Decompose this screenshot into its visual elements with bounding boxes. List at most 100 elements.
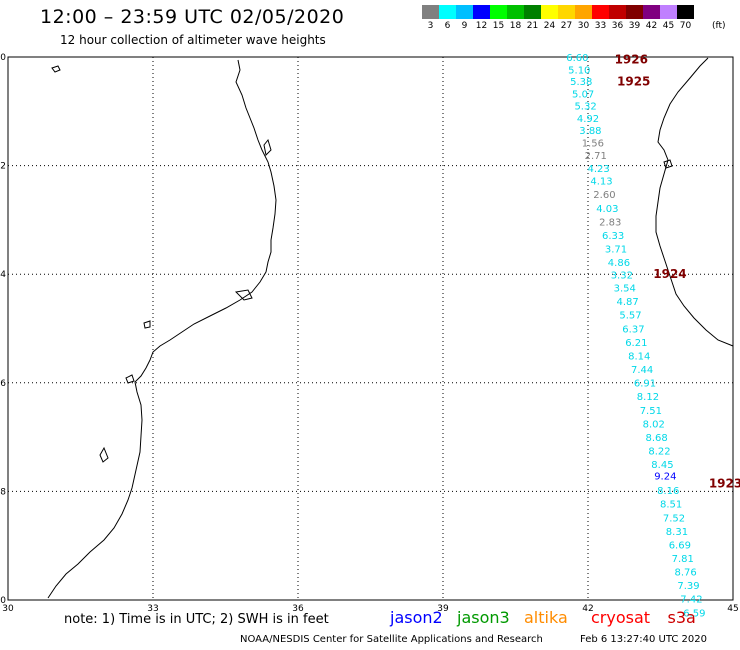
scale-label: 30 (577, 21, 590, 31)
scale-swatch (490, 5, 507, 19)
scale-swatch (473, 5, 490, 19)
scale-swatch (524, 5, 541, 19)
credit-text: NOAA/NESDIS Center for Satellite Applica… (240, 634, 543, 645)
scale-swatch (575, 5, 592, 19)
lon-label: 33 (147, 604, 158, 614)
page-title: 12:00 – 23:59 UTC 02/05/2020 (40, 6, 345, 28)
color-scale-labels: 3 6 9 12 15 18 21 24 27 30 33 36 39 42 45 70 (422, 21, 694, 31)
wave-height-reading: 8.02 (643, 419, 665, 430)
scale-swatch (592, 5, 609, 19)
scale-label: 24 (543, 21, 556, 31)
scale-label: 21 (526, 21, 539, 31)
wave-height-reading: 7.51 (640, 406, 662, 417)
wave-height-reading: 7.42 (680, 595, 702, 606)
wave-height-reading: 8.68 (646, 433, 668, 444)
lon-label: 36 (292, 604, 304, 614)
wave-height-reading: 5.57 (619, 311, 641, 322)
wave-height-reading: 3.71 (605, 244, 627, 255)
scale-swatch (507, 5, 524, 19)
island-outline (143, 320, 151, 329)
wave-height-reading: 8.31 (666, 527, 688, 538)
map-frame (7, 56, 734, 601)
generated-timestamp: Feb 6 13:27:40 UTC 2020 (580, 634, 707, 645)
footer-note: note: 1) Time is in UTC; 2) SWH is in fe… (64, 612, 329, 627)
wave-height-reading: 6.33 (602, 231, 624, 242)
scale-label: 3 (427, 21, 434, 31)
wave-height-reading: 2.60 (593, 190, 615, 201)
wave-height-reading: 5.32 (574, 102, 596, 113)
scale-swatch (541, 5, 558, 19)
lat-label: -26 (0, 379, 6, 389)
scale-swatch (422, 5, 439, 19)
wave-height-reading: 4.87 (617, 297, 639, 308)
wave-height-reading: 3.54 (614, 284, 636, 295)
page-subtitle: 12 hour collection of altimeter wave hei… (60, 33, 326, 47)
color-scale-unit: (ft) (712, 21, 726, 31)
lat-label: -22 (0, 162, 6, 172)
scale-swatch (677, 5, 694, 19)
wave-height-reading: 7.81 (672, 554, 694, 565)
island-outline (663, 159, 673, 169)
pass-id-label: 1926 (615, 53, 648, 67)
wave-height-reading: 8.76 (675, 568, 697, 579)
wave-height-reading: 8.14 (628, 351, 650, 362)
africa-coastline (47, 59, 277, 599)
wave-height-reading: 5.38 (570, 77, 592, 88)
wave-height-reading: 4.86 (608, 258, 630, 269)
wave-height-reading: 1.56 (582, 139, 604, 150)
scale-label: 12 (475, 21, 488, 31)
wave-height-reading: 4.13 (590, 177, 612, 188)
scale-label: 70 (679, 21, 692, 31)
color-scale (422, 5, 694, 19)
island-outline (99, 446, 109, 463)
scale-label: 42 (645, 21, 658, 31)
legend-item-jason2: jason2 (390, 608, 443, 627)
island-outline (263, 138, 272, 157)
wave-height-reading: 8.45 (651, 460, 673, 471)
wave-height-reading: 5.07 (572, 90, 594, 101)
lon-label: 39 (437, 604, 449, 614)
scale-swatch (609, 5, 626, 19)
island-outline (125, 374, 135, 384)
wave-height-reading: 4.03 (596, 204, 618, 215)
lon-label: 45 (727, 604, 738, 614)
lat-label: -30 (0, 596, 6, 606)
legend-item-cryosat: cryosat (591, 608, 651, 627)
island-outline (51, 65, 61, 73)
wave-height-reading: 9.24 (654, 471, 676, 482)
scale-label: 9 (461, 21, 468, 31)
lon-label: 30 (2, 604, 14, 614)
scale-swatch (558, 5, 575, 19)
lat-label: -28 (0, 487, 6, 497)
scale-label: 6 (444, 21, 451, 31)
scale-swatch (643, 5, 660, 19)
wave-height-reading: 2.83 (599, 217, 621, 228)
scale-label: 36 (611, 21, 624, 31)
pass-id-label: 1924 (653, 267, 686, 281)
wave-height-reading: 7.44 (631, 365, 653, 376)
wave-height-reading: 6.21 (625, 338, 647, 349)
pass-id-label: 1923 (709, 476, 740, 490)
wave-height-reading: 7.39 (677, 581, 699, 592)
scale-label: 45 (662, 21, 675, 31)
legend-item-s3a: s3a (667, 608, 696, 627)
scale-label: 39 (628, 21, 641, 31)
wave-height-reading: 8.16 (657, 486, 679, 497)
wave-height-reading: 2.71 (585, 151, 607, 162)
scale-swatch (626, 5, 643, 19)
lat-label: -20 (0, 53, 6, 63)
wave-height-reading: 8.22 (648, 446, 670, 457)
scale-label: 33 (594, 21, 607, 31)
scale-label: 15 (492, 21, 505, 31)
lon-label: 42 (582, 604, 593, 614)
wave-height-reading: 7.52 (663, 513, 685, 524)
lat-label: -24 (0, 270, 6, 280)
wave-height-reading: 6.91 (634, 379, 656, 390)
wave-height-reading: 5.10 (568, 65, 590, 76)
island-outline (234, 289, 253, 301)
scale-swatch (439, 5, 456, 19)
wave-height-reading: 8.12 (637, 392, 659, 403)
scale-label: 18 (509, 21, 522, 31)
pass-id-label: 1925 (617, 74, 650, 88)
